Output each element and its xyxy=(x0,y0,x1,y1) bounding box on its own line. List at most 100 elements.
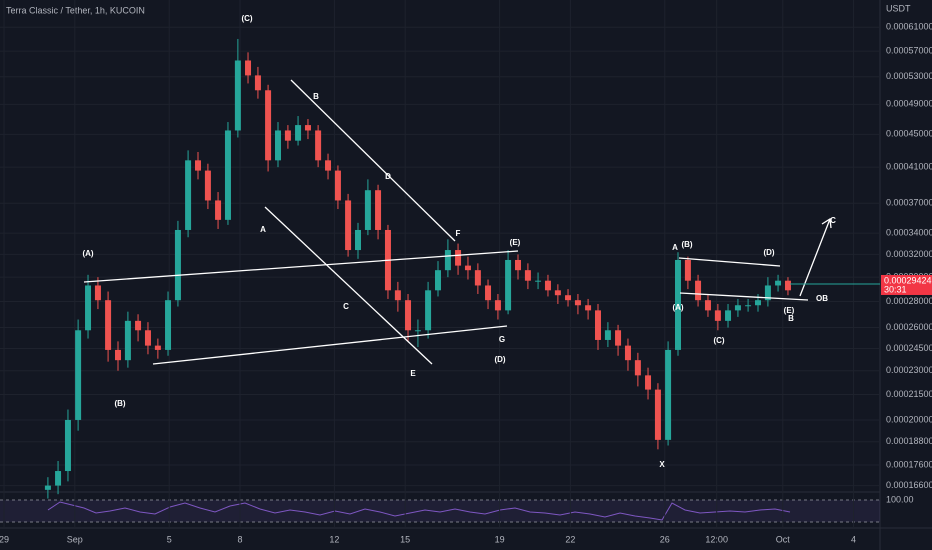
annotation: C xyxy=(830,216,836,225)
y-tick-label: 0.00041000 xyxy=(886,162,932,172)
candle-body xyxy=(194,160,201,171)
y-tick-label: 0.00057000 xyxy=(886,45,932,55)
x-tick-label: 8 xyxy=(237,534,242,544)
candle-body xyxy=(645,375,652,390)
annotation: (A) xyxy=(82,249,93,258)
candle-body xyxy=(174,229,181,301)
annotation: (A) xyxy=(672,303,683,312)
rsi-band xyxy=(0,500,880,522)
candle-body xyxy=(434,270,441,291)
arrow xyxy=(799,217,832,297)
candle-body xyxy=(624,345,631,361)
trend-line xyxy=(264,206,433,365)
candle-body xyxy=(144,330,151,346)
y-tick-label: 0.00053000 xyxy=(886,71,932,81)
annotation: (E) xyxy=(784,306,795,315)
annotation: E xyxy=(410,369,416,378)
candle-body xyxy=(485,285,492,301)
candle-body xyxy=(295,125,302,141)
y-tick-label: 0.00034000 xyxy=(886,227,932,237)
candle-body xyxy=(585,305,592,311)
candle-body xyxy=(714,310,721,321)
y-tick-label: 0.00021500 xyxy=(886,389,932,399)
x-tick-label: 22 xyxy=(565,534,575,544)
annotation: (D) xyxy=(763,248,774,257)
candle-body xyxy=(684,259,691,281)
candle-body xyxy=(725,310,732,321)
candle-body xyxy=(524,270,531,281)
candle-body xyxy=(604,330,611,340)
candle-body xyxy=(574,300,581,306)
annotation: (E) xyxy=(510,238,521,247)
x-tick-label: 29 xyxy=(0,534,9,544)
x-tick-label: 12:00 xyxy=(705,534,728,544)
candle-body xyxy=(745,305,752,307)
candle-body xyxy=(274,130,281,161)
candle-body xyxy=(345,200,352,251)
annotation: G xyxy=(499,335,505,344)
candle-body xyxy=(464,265,471,271)
candle-body xyxy=(124,320,131,361)
candle-body xyxy=(505,259,512,311)
candle-body xyxy=(695,280,702,301)
y-tick-label: 0.00018800 xyxy=(886,436,932,446)
y-tick-label: 0.00020000 xyxy=(886,414,932,424)
candle-body xyxy=(405,300,412,331)
candle-body xyxy=(414,330,421,332)
candle-body xyxy=(334,170,341,201)
trend-line xyxy=(678,257,781,267)
trend-line xyxy=(290,79,456,242)
candle-body xyxy=(615,330,622,346)
candle-body xyxy=(394,290,401,301)
candle-body xyxy=(734,305,741,311)
candle-body xyxy=(444,250,451,271)
y-tick-label: 0.00037000 xyxy=(886,198,932,208)
y-tick-label: 0.00026000 xyxy=(886,322,932,332)
candle-body xyxy=(114,349,121,361)
candle-body xyxy=(674,259,681,350)
candle-body xyxy=(105,300,112,350)
candle-body xyxy=(154,345,161,350)
rsi-label: 100.00 xyxy=(886,494,914,504)
price-label-box xyxy=(881,274,932,295)
x-tick-label: 19 xyxy=(495,534,505,544)
candle-body xyxy=(304,125,311,131)
y-tick-label: 0.00061000 xyxy=(886,22,932,32)
candle-body xyxy=(754,300,761,306)
y-tick-label: 0.00045000 xyxy=(886,129,932,139)
y-tick-label: 0.00032000 xyxy=(886,249,932,259)
candle-body xyxy=(535,280,542,282)
annotation: (B) xyxy=(681,240,692,249)
candle-body xyxy=(215,200,222,220)
candle-body xyxy=(594,310,601,340)
trend-line xyxy=(679,292,809,301)
x-tick-label: 12 xyxy=(329,534,339,544)
x-tick-label: Sep xyxy=(67,534,83,544)
y-tick-label: 0.00017600 xyxy=(886,459,932,469)
current-price-label: 0.00029424 xyxy=(884,275,932,285)
candle-body xyxy=(665,349,672,440)
candle-body xyxy=(354,229,361,251)
candle-body xyxy=(375,190,382,230)
candle-body xyxy=(554,290,561,296)
candle-body xyxy=(85,285,92,331)
annotation: B xyxy=(313,92,319,101)
annotation: OB xyxy=(816,294,828,303)
rsi-line xyxy=(47,501,791,521)
y-tick-label: 0.00024500 xyxy=(886,343,932,353)
candle-body xyxy=(704,300,711,311)
candle-body xyxy=(204,170,211,201)
chart-title: Terra Classic / Tether, 1h, KUCOIN xyxy=(6,5,145,15)
x-tick-label: Oct xyxy=(776,534,791,544)
annotation: C xyxy=(343,302,349,311)
annotation: (C) xyxy=(713,336,724,345)
candle-body xyxy=(234,60,241,131)
candle-body xyxy=(75,330,82,420)
annotation: X xyxy=(659,460,665,469)
candle-body xyxy=(364,190,371,230)
countdown: 30:31 xyxy=(884,284,907,294)
y-tick-label: 0.00023000 xyxy=(886,365,932,375)
candle-body xyxy=(135,320,142,331)
candle-body xyxy=(784,280,791,291)
candle-body xyxy=(474,270,481,286)
